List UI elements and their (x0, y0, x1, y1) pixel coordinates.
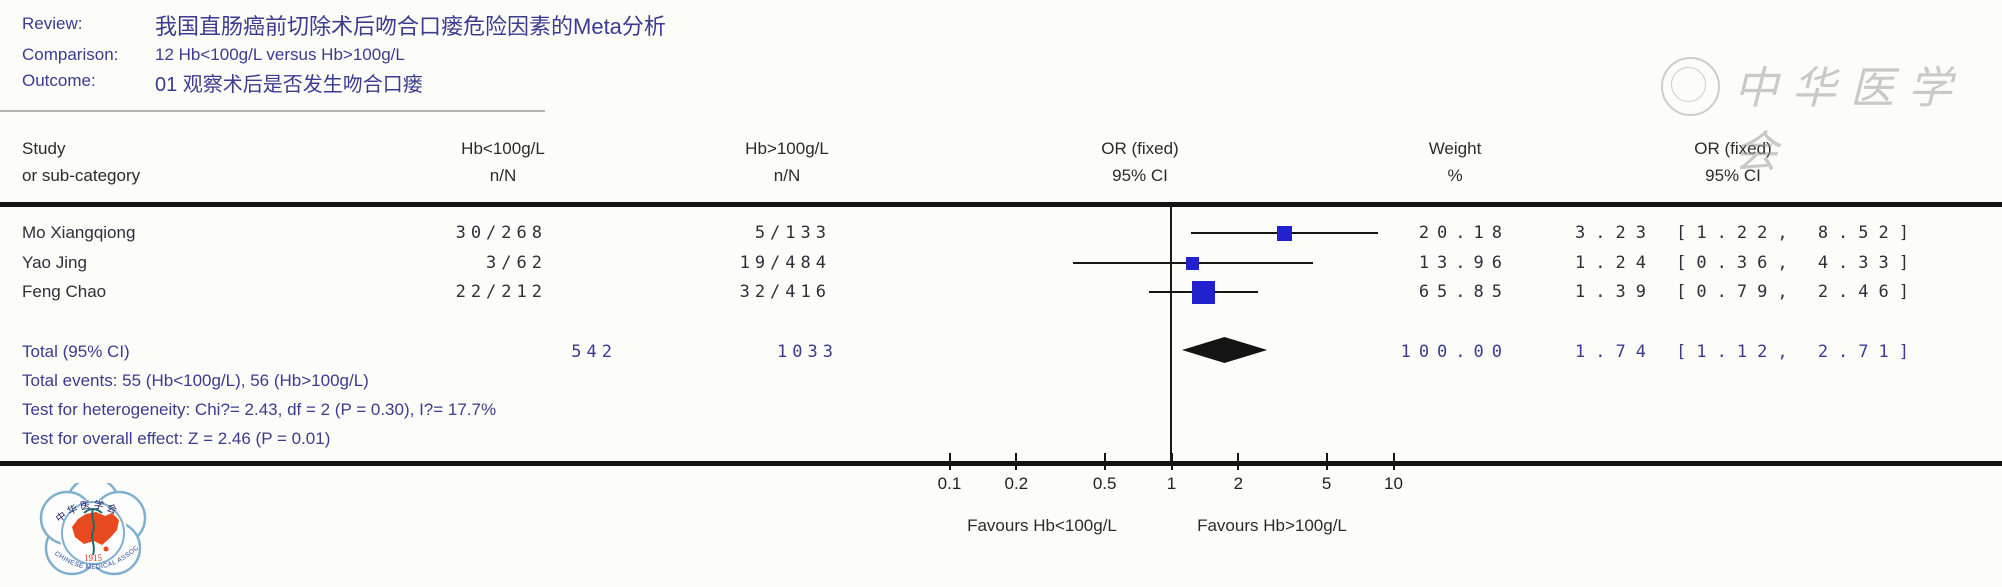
study-or-ci: 1.24 [0.36, 4.33] (1575, 253, 1919, 273)
review-title: 我国直肠癌前切除术后吻合口瘘危险因素的Meta分析 (155, 14, 666, 39)
axis-tick-label: 1 (1166, 474, 1177, 493)
study-n2: 19/484 (739, 253, 831, 273)
axis-tick-label: 0.1 (937, 474, 962, 493)
col-group2-line1: Hb>100g/L (745, 139, 829, 158)
overall-effect-note: Test for overall effect: Z = 2.46 (P = 0… (22, 429, 331, 448)
null-effect-line (1170, 207, 1172, 461)
axis-tick-label: 0.5 (1092, 474, 1117, 493)
axis-tick (1103, 453, 1106, 470)
axis-tick (1015, 453, 1018, 470)
axis-baseline (0, 461, 2002, 466)
logo-china-map (72, 512, 119, 545)
logo-year: 1915 (84, 553, 103, 563)
study-weight: 65.85 (1418, 282, 1510, 302)
axis-tick (948, 453, 951, 470)
axis-tick-label: 5 (1321, 474, 1332, 493)
study-n1: 30/268 (455, 223, 547, 243)
comparison-label: Comparison: (22, 45, 119, 64)
total-weight: 100.00 (1400, 342, 1510, 362)
header-separator-line (0, 202, 2002, 207)
watermark-script-text: 中华医学会 (1734, 63, 1966, 178)
watermark-emblem-circle (1661, 57, 1720, 116)
heterogeneity-note: Test for heterogeneity: Chi?= 2.43, df =… (22, 400, 497, 419)
total-or-ci: 1.74 [1.12, 2.71] (1575, 342, 1919, 362)
summary-diamond (1182, 337, 1268, 363)
header-underline (0, 110, 545, 112)
outcome-value: 01 观察术后是否发生吻合口瘘 (155, 74, 423, 96)
col-or-text-line2: 95% CI (1705, 166, 1761, 185)
col-group2-line2: n/N (773, 166, 801, 185)
axis-tick-label: 10 (1384, 474, 1403, 493)
col-study-line2: or sub-category (22, 166, 141, 185)
axis-tick (1170, 453, 1173, 470)
effect-square (1191, 280, 1215, 304)
watermark-emblem-inner-circle (1671, 67, 1706, 102)
total-n1: 542 (571, 342, 617, 362)
study-n1: 22/212 (455, 282, 547, 302)
col-group1-line1: Hb<100g/L (461, 139, 545, 158)
cma-logo-graphic: 1915 CHINESE MEDICAL ASSOCIATION 中 华 医 学… (19, 476, 147, 576)
comparison-value: 12 Hb<100g/L versus Hb>100g/L (155, 45, 405, 64)
study-weight: 13.96 (1418, 253, 1510, 273)
axis-tick-label: 2 (1233, 474, 1244, 493)
col-group1-line2: n/N (489, 166, 517, 185)
study-weight: 20.18 (1418, 223, 1510, 243)
effect-square (1185, 256, 1199, 270)
axis-tick (1392, 453, 1395, 470)
col-or-plot-line2: 95% CI (1112, 166, 1168, 185)
study-name: Feng Chao (22, 282, 107, 301)
favours-right-label: Favours Hb>100g/L (1197, 516, 1347, 535)
axis-tick-label: 0.2 (1004, 474, 1029, 493)
study-name: Mo Xiangqiong (22, 223, 136, 242)
review-label: Review: (22, 14, 83, 33)
effect-square (1277, 225, 1293, 241)
study-n1: 3/62 (486, 253, 547, 273)
total-n2: 1033 (777, 342, 838, 362)
col-or-text-line1: OR (fixed) (1694, 139, 1772, 158)
study-name: Yao Jing (22, 253, 87, 272)
cma-logo: 1915 CHINESE MEDICAL ASSOCIATION 中 华 医 学… (19, 476, 164, 587)
favours-left-label: Favours Hb<100g/L (967, 516, 1117, 535)
study-or-ci: 1.39 [0.79, 2.46] (1575, 282, 1919, 302)
total-events-note: Total events: 55 (Hb<100g/L), 56 (Hb>100… (22, 371, 369, 390)
axis-tick (1325, 453, 1328, 470)
col-or-plot-line1: OR (fixed) (1101, 139, 1179, 158)
col-weight-line2: % (1447, 166, 1463, 185)
outcome-label: Outcome: (22, 71, 96, 90)
col-weight-line1: Weight (1428, 139, 1482, 158)
study-n2: 5/133 (754, 223, 831, 243)
col-study-line1: Study (22, 139, 66, 158)
study-n2: 32/416 (739, 282, 831, 302)
study-or-ci: 3.23 [1.22, 8.52] (1575, 223, 1919, 243)
total-label: Total (95% CI) (22, 342, 130, 361)
axis-tick (1237, 453, 1240, 470)
